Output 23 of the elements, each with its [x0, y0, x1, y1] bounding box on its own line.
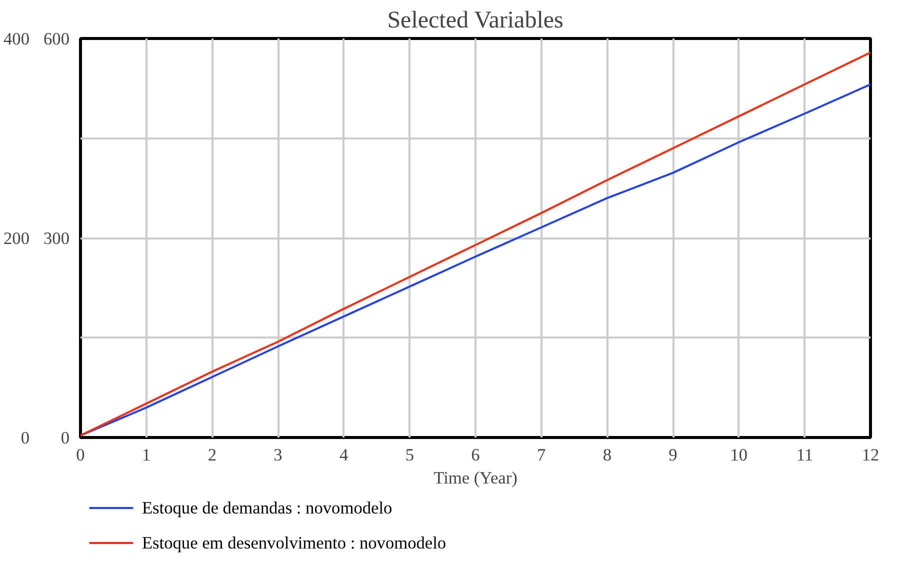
x-tick-label: 12	[862, 446, 880, 464]
y-tick-label: 600	[44, 30, 70, 48]
x-tick-label: 8	[602, 446, 612, 464]
x-tick-label: 2	[208, 446, 217, 464]
x-tick-label: 9	[668, 446, 678, 464]
x-tick-label: 11	[796, 446, 814, 464]
x-tick-label: 10	[730, 446, 748, 464]
x-tick-label: 7	[537, 446, 546, 464]
x-tick-label: 4	[340, 446, 348, 464]
x-tick-label: 1	[142, 446, 151, 464]
x-axis-title: Time (Year)	[434, 468, 518, 488]
x-tick-label: 0	[76, 446, 85, 464]
y-tick-label: 300	[44, 229, 70, 248]
y2-tick-label: 0	[20, 428, 30, 448]
legend-label: Estoque de demandas : novomodelo	[142, 498, 392, 518]
y2-tick-label: 400	[4, 30, 30, 48]
x-tick-label: 3	[274, 446, 282, 464]
y2-tick-label: 200	[4, 229, 30, 248]
chart-title: Selected Variables	[387, 8, 564, 34]
x-tick-label: 6	[471, 446, 480, 464]
x-tick-label: 5	[405, 446, 414, 464]
legend-label: Estoque em desenvolvimento : novomodelo	[142, 534, 446, 552]
y-tick-label: 0	[60, 428, 70, 448]
